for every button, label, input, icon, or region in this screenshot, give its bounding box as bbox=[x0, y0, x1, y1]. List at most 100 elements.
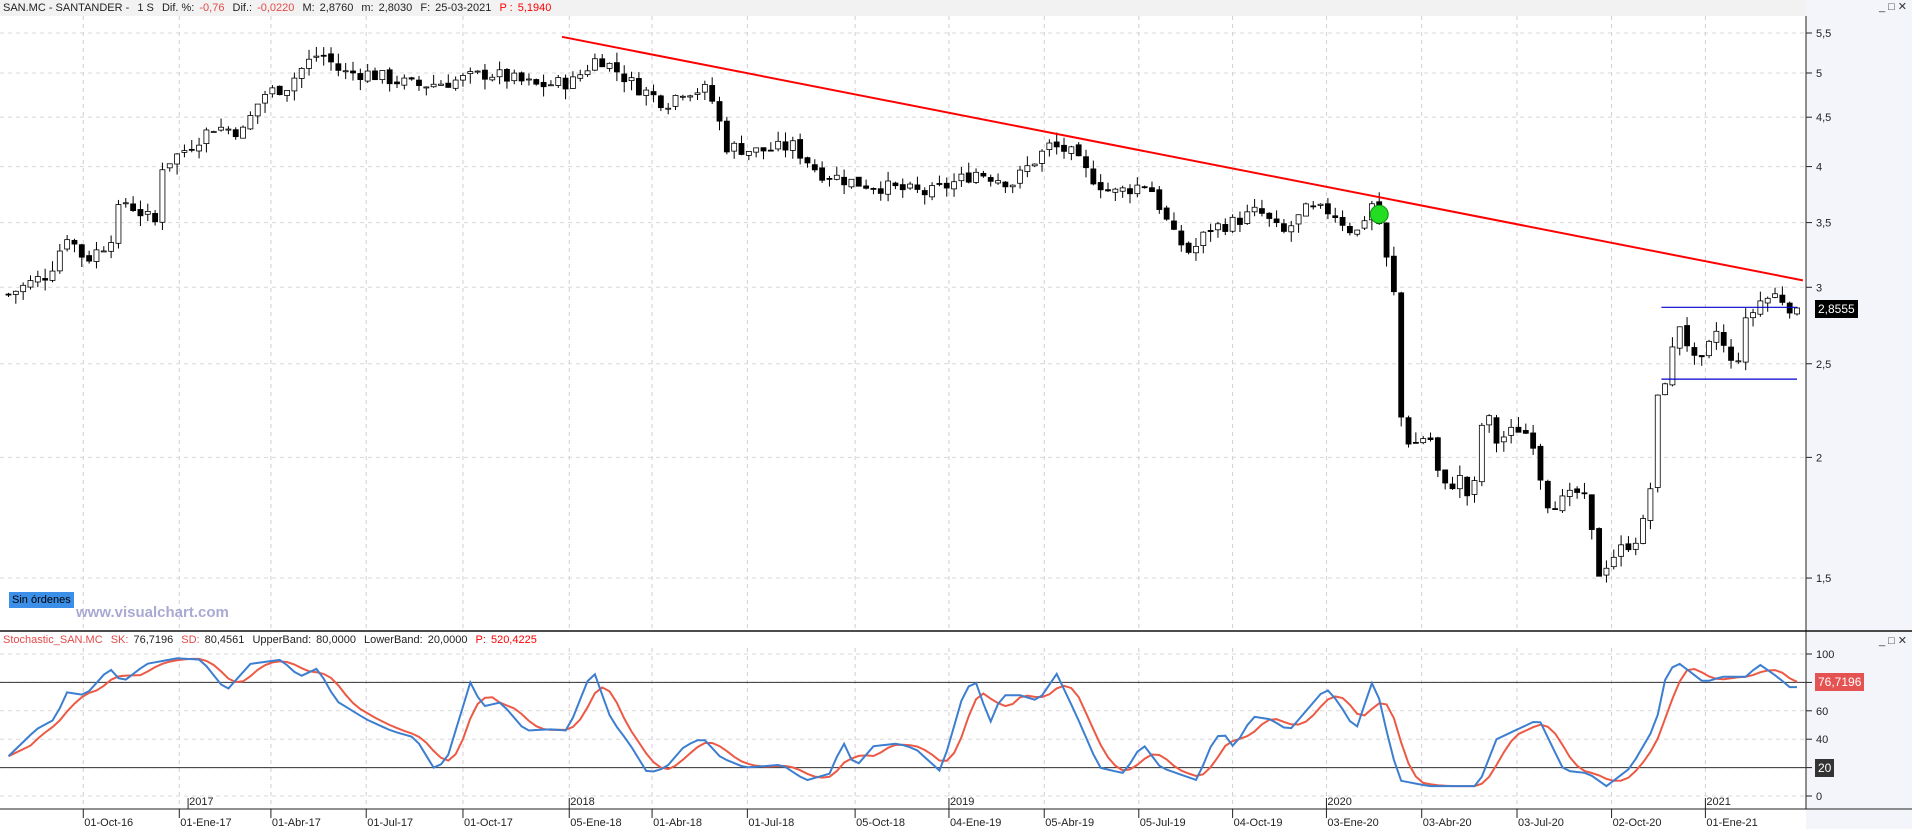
candle-down bbox=[936, 183, 943, 185]
candle-down bbox=[1720, 331, 1727, 346]
candle-down bbox=[1281, 223, 1287, 232]
y-tick-label: 2,5 bbox=[1816, 359, 1831, 371]
x-tick-label: 01-Jul-18 bbox=[748, 817, 794, 829]
candle-up bbox=[1420, 438, 1427, 444]
candle-up bbox=[122, 202, 129, 205]
candle-up bbox=[1024, 165, 1031, 172]
candle-up bbox=[1134, 184, 1141, 195]
candle-down bbox=[621, 73, 628, 83]
candle-up bbox=[1706, 340, 1712, 357]
stoch-maximize-button[interactable]: □ bbox=[1888, 635, 1898, 647]
candle-down bbox=[943, 182, 950, 189]
x-tick-label: 03-Abr-20 bbox=[1423, 817, 1472, 829]
candle-down bbox=[1310, 205, 1317, 208]
year-tick-label: 2018 bbox=[570, 796, 594, 808]
candle-down bbox=[1464, 476, 1471, 497]
candle-up bbox=[34, 276, 41, 283]
candle-down bbox=[1574, 488, 1581, 493]
stochastic-header: Stochastic_SAN.MC SK: 76,7196 SD: 80,4561 … bbox=[3, 633, 542, 647]
candle-up bbox=[1669, 346, 1676, 386]
candle-down bbox=[1075, 144, 1082, 157]
candle-up bbox=[973, 171, 979, 183]
candle-up bbox=[1361, 220, 1368, 229]
candle-down bbox=[328, 53, 334, 63]
candle-down bbox=[760, 147, 767, 152]
candle-up bbox=[1068, 146, 1075, 154]
minimize-button[interactable]: _ bbox=[1879, 1, 1889, 13]
candle-up bbox=[203, 129, 210, 145]
candle-down bbox=[1596, 528, 1603, 577]
dif-label: Dif.: bbox=[232, 2, 253, 14]
candle-up bbox=[262, 94, 268, 104]
candle-down bbox=[980, 172, 987, 177]
candle-down bbox=[723, 120, 730, 153]
candle-up bbox=[108, 242, 115, 252]
candle-down bbox=[841, 176, 848, 186]
candle-down bbox=[635, 78, 642, 96]
candle-down bbox=[188, 148, 195, 151]
candle-down bbox=[1412, 441, 1419, 444]
candle-down bbox=[335, 63, 342, 71]
candle-down bbox=[863, 185, 870, 189]
p-value: 5,1940 bbox=[517, 2, 552, 14]
candle-up bbox=[1559, 495, 1566, 512]
stoch-p-value: 520,4225 bbox=[490, 634, 537, 646]
year-tick-label: 2021 bbox=[1706, 796, 1730, 808]
candle-up bbox=[789, 140, 796, 151]
last-price-tag: 2,8555 bbox=[1815, 300, 1858, 318]
candle-down bbox=[1779, 294, 1786, 303]
candle-down bbox=[650, 91, 657, 96]
candle-down bbox=[1515, 426, 1522, 433]
stoch-window-controls: _□✕ bbox=[1879, 634, 1910, 647]
candle-up bbox=[1215, 223, 1221, 231]
candle-up bbox=[298, 67, 305, 79]
candle-down bbox=[1544, 480, 1551, 509]
close-button[interactable]: ✕ bbox=[1897, 1, 1910, 13]
candle-down bbox=[1207, 229, 1214, 232]
candle-down bbox=[1171, 220, 1177, 230]
candle-down bbox=[416, 79, 422, 86]
stoch-close-button[interactable]: ✕ bbox=[1897, 635, 1910, 647]
candle-up bbox=[745, 150, 752, 156]
candle-up bbox=[929, 185, 935, 198]
lower-label: LowerBand: bbox=[364, 634, 423, 646]
candle-down bbox=[1222, 224, 1229, 232]
stoch-minimize-button[interactable]: _ bbox=[1879, 635, 1889, 647]
candle-down bbox=[1156, 189, 1163, 210]
candle-up bbox=[247, 115, 254, 130]
candle-up bbox=[1654, 394, 1661, 488]
candle-down bbox=[987, 177, 994, 182]
candle-up bbox=[1764, 297, 1771, 304]
orders-badge[interactable]: Sin órdenes bbox=[9, 592, 74, 608]
candle-up bbox=[701, 84, 708, 93]
candle-down bbox=[1625, 543, 1632, 551]
candle-down bbox=[350, 70, 356, 74]
date-label: F: bbox=[420, 2, 431, 14]
candle-down bbox=[71, 239, 78, 245]
candle-down bbox=[1083, 156, 1089, 169]
candle-down bbox=[445, 82, 452, 88]
candle-down bbox=[1149, 187, 1155, 193]
candle-up bbox=[511, 72, 518, 82]
sd-value: 80,4561 bbox=[204, 634, 245, 646]
candle-up bbox=[1354, 229, 1361, 235]
maximize-button[interactable]: □ bbox=[1888, 1, 1898, 13]
candle-up bbox=[1119, 187, 1126, 192]
candle-down bbox=[386, 69, 393, 85]
candle-down bbox=[811, 164, 818, 171]
candle-down bbox=[504, 69, 510, 82]
candle-down bbox=[1097, 182, 1104, 191]
x-tick-label: 01-Ene-17 bbox=[180, 817, 231, 829]
candle-up bbox=[775, 140, 782, 150]
candle-up bbox=[1295, 214, 1302, 225]
candle-up bbox=[12, 290, 19, 295]
candle-up bbox=[548, 84, 554, 87]
candle-up bbox=[115, 204, 122, 244]
candle-down bbox=[1259, 208, 1265, 214]
candle-down bbox=[738, 143, 745, 155]
candle-up bbox=[423, 86, 430, 89]
candle-down bbox=[1178, 230, 1185, 246]
candle-down bbox=[1061, 144, 1067, 152]
candle-down bbox=[1434, 437, 1441, 471]
